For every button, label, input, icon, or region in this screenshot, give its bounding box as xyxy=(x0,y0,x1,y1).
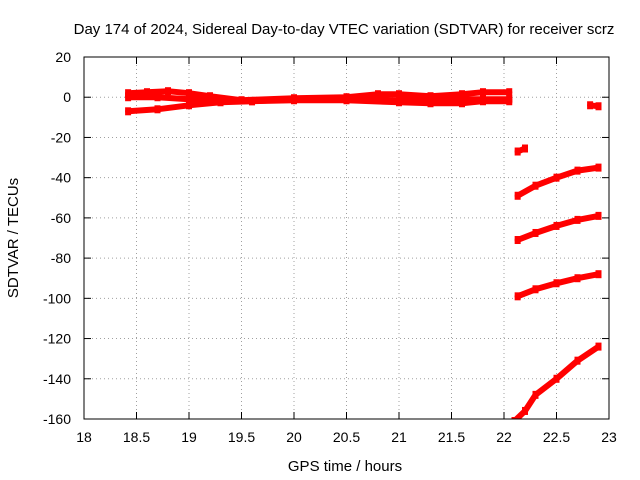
y-tick-label: 0 xyxy=(63,89,71,105)
data-point xyxy=(207,92,213,101)
data-point xyxy=(595,163,602,172)
x-tick-label: 18 xyxy=(76,429,92,445)
data-point xyxy=(186,101,192,110)
data-point xyxy=(532,228,539,237)
data-point xyxy=(125,107,132,116)
data-point xyxy=(532,390,539,399)
data-point xyxy=(506,88,513,97)
y-tick-label: -100 xyxy=(43,290,71,306)
data-point xyxy=(514,292,521,301)
data-point xyxy=(522,144,528,153)
data-point xyxy=(154,105,161,114)
data-point xyxy=(186,95,192,104)
y-tick-label: -140 xyxy=(43,371,71,387)
data-point xyxy=(574,274,581,283)
series-descending-1 xyxy=(514,164,602,199)
data-point xyxy=(144,88,150,97)
data-point xyxy=(448,95,455,104)
data-point xyxy=(459,90,465,99)
x-axis-label: GPS time / hours xyxy=(288,458,402,475)
data-point xyxy=(396,98,402,107)
data-point xyxy=(217,98,224,107)
chart-title: Day 174 of 2024, Sidereal Day-to-day VTE… xyxy=(74,21,615,38)
data-point xyxy=(506,97,513,106)
data-point xyxy=(587,101,594,110)
data-point xyxy=(427,99,434,108)
data-point xyxy=(574,215,581,224)
x-tick-label: 23 xyxy=(601,429,617,445)
data-point xyxy=(480,88,486,97)
data-point xyxy=(427,92,434,101)
data-point xyxy=(595,342,602,351)
y-tick-label: -20 xyxy=(51,129,71,145)
data-point xyxy=(343,96,350,105)
data-point xyxy=(595,211,602,220)
data-point xyxy=(532,181,539,190)
data-point xyxy=(396,90,402,99)
data-point xyxy=(514,236,521,245)
data-point xyxy=(553,221,560,230)
data-point xyxy=(553,374,560,383)
y-tick-label: -160 xyxy=(43,411,71,427)
data-point xyxy=(553,173,560,182)
data-point xyxy=(574,166,581,175)
y-tick-label: -80 xyxy=(51,250,71,266)
grid-lines xyxy=(84,57,609,419)
data-point xyxy=(186,89,192,98)
data-point xyxy=(125,93,132,102)
data-point xyxy=(514,147,521,156)
data-point xyxy=(291,96,297,105)
x-tick-label: 19.5 xyxy=(228,429,255,445)
data-point xyxy=(511,417,518,419)
data-point xyxy=(595,102,602,111)
data-point xyxy=(514,191,521,200)
axis-ticks: 18 18.5 19 19.5 20 20.5 21 21.5 22 22.5 23 20 0 -20 -4… xyxy=(43,49,617,445)
y-tick-label: 20 xyxy=(55,49,71,65)
data-point xyxy=(249,97,255,106)
x-tick-label: 22 xyxy=(496,429,512,445)
x-tick-label: 21 xyxy=(391,429,407,445)
data-point xyxy=(480,97,486,106)
data-point xyxy=(574,356,581,365)
y-tick-label: -120 xyxy=(43,331,71,347)
y-tick-label: -40 xyxy=(51,170,71,186)
x-tick-label: 19 xyxy=(181,429,197,445)
series-band-lower xyxy=(125,97,513,115)
data-point xyxy=(165,87,171,96)
y-axis-label: SDTVAR / TECUs xyxy=(5,178,22,298)
data-point xyxy=(375,90,381,99)
x-tick-label: 20.5 xyxy=(333,429,360,445)
x-tick-label: 20 xyxy=(286,429,302,445)
data-point xyxy=(154,93,161,102)
x-tick-label: 18.5 xyxy=(123,429,150,445)
data-point xyxy=(553,279,560,288)
x-tick-label: 21.5 xyxy=(438,429,465,445)
data-point xyxy=(459,99,465,108)
data-point xyxy=(532,285,539,294)
y-tick-label: -60 xyxy=(51,210,71,226)
data-point xyxy=(125,89,132,98)
data-point xyxy=(522,406,528,415)
x-tick-label: 22.5 xyxy=(543,429,570,445)
data-series xyxy=(125,87,602,419)
data-point xyxy=(595,270,602,279)
